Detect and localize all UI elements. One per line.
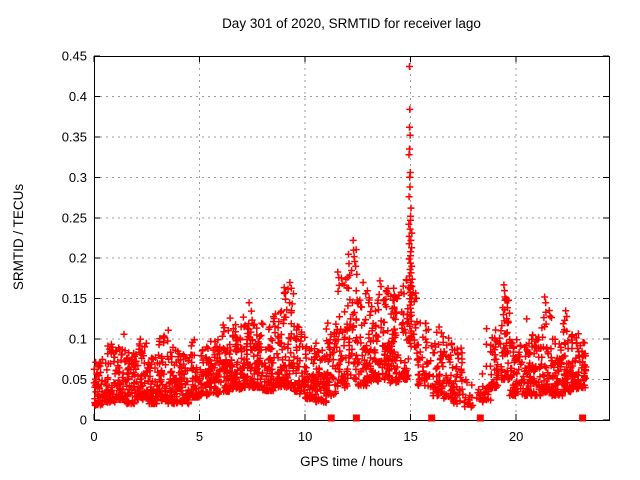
zero-flag-marker [579,414,587,422]
x-tick-label: 5 [196,429,203,444]
y-tick-label: 0.05 [62,372,87,387]
y-tick-label: 0.2 [69,251,87,266]
y-tick-label: 0 [80,413,87,428]
x-tick-label: 15 [403,429,417,444]
y-tick-label: 0.15 [62,291,87,306]
zero-flag-marker [428,414,436,422]
zero-flag-marker [327,414,335,422]
y-tick-label: 0.4 [69,89,87,104]
x-tick-label: 20 [509,429,523,444]
x-tick-label: 10 [298,429,312,444]
axis-ticks [93,55,609,421]
x-axis-label: GPS time / hours [300,454,403,469]
y-tick-label: 0.35 [62,129,87,144]
y-tick-label: 0.45 [62,49,87,64]
y-tick-label: 0.25 [62,210,87,225]
y-tick-label: 0.1 [69,332,87,347]
y-tick-label: 0.3 [69,170,87,185]
y-axis-label: SRMTID / TECUs [11,183,26,291]
zero-flag-marker [352,414,360,422]
zero-flag-marker [476,414,484,422]
x-tick-label: 0 [90,429,97,444]
chart-title: Day 301 of 2020, SRMTID for receiver lag… [222,16,481,31]
scatter-points [90,63,590,411]
plot-border [94,56,610,421]
